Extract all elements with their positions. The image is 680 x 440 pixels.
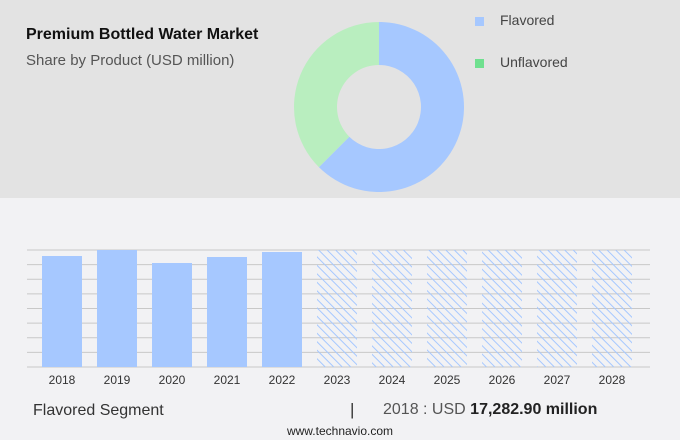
separator: | (350, 400, 355, 419)
x-tick-label: 2023 (324, 373, 351, 387)
bar-chart: 2018 2019 2020 2021 2022 2023 2024 2025 2026 2027… (27, 249, 650, 387)
segment-label: Flavored Segment (33, 402, 164, 419)
chart-subtitle: Share by Product (USD million) (26, 52, 235, 69)
year-label: 2018 : USD (383, 401, 466, 418)
x-tick-label: 2021 (214, 373, 241, 387)
x-tick-label: 2025 (434, 373, 461, 387)
x-tick-label: 2026 (489, 373, 516, 387)
source-url: www.technavio.com (286, 424, 394, 438)
x-tick-label: 2022 (269, 373, 296, 387)
x-tick-label: 2018 (49, 373, 76, 387)
donut-slice-flavored (318, 22, 465, 192)
legend-swatch (475, 16, 484, 26)
forecast-bar-2026 (482, 250, 522, 367)
chart-title: Premium Bottled Water Market (26, 26, 259, 43)
forecast-bar-2027 (537, 250, 577, 367)
bar-2022 (262, 252, 302, 367)
value-text: 17,282.90 million (470, 401, 598, 418)
legend-swatch (475, 58, 484, 68)
bar-2020 (152, 263, 192, 367)
x-tick-label: 2024 (379, 373, 406, 387)
forecast-bar-2023 (317, 250, 357, 367)
donut-chart (294, 22, 465, 192)
x-tick-label: 2027 (544, 373, 571, 387)
x-tick-label: 2028 (599, 373, 626, 387)
x-tick-label: 2019 (104, 373, 131, 387)
forecast-bar-2025 (427, 250, 467, 367)
segment-value: 2018 : USD 17,282.90 million (383, 401, 597, 419)
bar-2018 (42, 256, 82, 367)
legend-label: Flavored (500, 12, 555, 28)
bar-2019 (97, 250, 137, 367)
forecast-bar-2028 (592, 250, 632, 367)
legend-flavored: Flavored (475, 12, 554, 28)
bar-2021 (207, 257, 247, 367)
donut-slice-unflavored (294, 22, 379, 168)
forecast-bar-2024 (372, 250, 412, 367)
x-tick-label: 2020 (159, 373, 186, 387)
legend-unflavored: Unflavored (475, 54, 568, 70)
legend-label: Unflavored (500, 54, 568, 70)
